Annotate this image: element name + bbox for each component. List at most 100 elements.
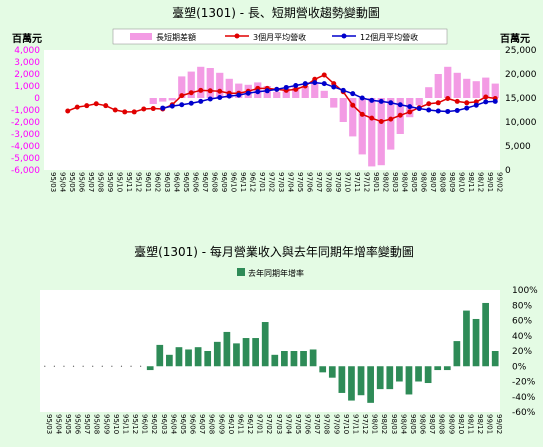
left-tick-label: 1,000 <box>14 82 40 92</box>
series-point <box>331 84 337 90</box>
bar-diff <box>216 72 224 98</box>
x-tick-label: 98/10 <box>457 172 465 192</box>
x-tick-label: 96/11 <box>239 172 247 192</box>
series-point <box>426 101 432 107</box>
series-point <box>293 86 299 92</box>
x-tick-label: 97/06 <box>304 414 312 435</box>
legend-label-3m: 3個月平均營收 <box>253 32 306 42</box>
x-tick-label: 95/03 <box>49 172 57 192</box>
x-tick-label: 96/12 <box>246 414 254 434</box>
right-tick-label: 15,000 <box>505 94 537 104</box>
right-tick-label: 100% <box>512 286 538 296</box>
bar-yoy <box>223 331 231 367</box>
x-tick-label: 99/02 <box>495 414 503 434</box>
legend-label-diff: 長短期差額 <box>156 32 196 42</box>
x-tick-label: 96/03 <box>160 414 168 434</box>
x-tick-label: 96/10 <box>229 172 237 192</box>
series-point <box>150 106 156 112</box>
x-tick-label: 95/06 <box>74 414 82 435</box>
series-point <box>122 109 128 115</box>
bar-diff <box>187 71 195 98</box>
x-tick-label: 98/11 <box>467 172 475 192</box>
bar-yoy <box>367 366 374 403</box>
right-tick-label: 25,000 <box>505 46 537 56</box>
x-tick-label: 98/10 <box>457 414 465 434</box>
series-point <box>321 72 327 78</box>
x-tick-label: 95/12 <box>134 172 142 192</box>
chart-1-lines <box>65 72 498 125</box>
legend-marker-3m <box>234 33 240 39</box>
bar-yoy <box>386 366 394 390</box>
chart-2-x-axis: 95/03 95/04 95/05 95/06 95/07 95/08 95/09 95/10… <box>45 414 503 435</box>
x-tick-label: 95/07 <box>83 414 91 434</box>
bar-yoy <box>491 351 499 367</box>
x-tick-label: 95/10 <box>112 414 120 434</box>
chart-2-bars <box>44 302 499 403</box>
x-tick-label: 97/01 <box>256 414 264 434</box>
series-point <box>84 103 90 109</box>
legend-swatch-bar <box>130 33 152 40</box>
x-tick-label: 96/07 <box>201 172 209 192</box>
series-point <box>445 95 451 101</box>
x-tick-label: 96/03 <box>163 172 171 192</box>
x-tick-label: 96/02 <box>150 414 158 434</box>
x-tick-label: 97/06 <box>305 172 313 193</box>
chart-2-legend: 去年同期年增率 <box>237 268 304 278</box>
right-tick-label: 0% <box>512 362 527 372</box>
series-point <box>492 98 498 104</box>
bar-diff <box>434 74 442 98</box>
x-tick-label: 98/09 <box>447 414 455 434</box>
bar-yoy <box>424 366 432 384</box>
bar-yoy <box>213 341 221 367</box>
series-point <box>74 104 80 110</box>
bar-yoy <box>463 310 470 367</box>
x-tick-label: 98/07 <box>428 414 436 434</box>
series-point <box>65 108 71 114</box>
series-point <box>407 104 413 110</box>
series-point <box>397 102 403 108</box>
bar-yoy <box>175 347 183 367</box>
bar-yoy <box>434 366 442 371</box>
empty-marker <box>53 365 55 367</box>
x-tick-label: 97/01 <box>258 172 266 192</box>
x-tick-label: 98/06 <box>419 414 427 435</box>
bar-yoy <box>261 322 269 367</box>
empty-marker <box>101 365 103 367</box>
bar-yoy <box>309 349 317 367</box>
x-tick-label: 97/05 <box>296 172 304 192</box>
series-point <box>378 98 384 104</box>
empty-marker <box>72 365 75 367</box>
x-tick-label: 98/08 <box>438 172 446 192</box>
x-tick-label: 97/08 <box>323 414 331 434</box>
left-tick-label: -4,000 <box>11 142 40 152</box>
x-tick-label: 95/11 <box>125 172 133 192</box>
x-tick-label: 96/04 <box>169 414 177 435</box>
bar-yoy <box>396 366 403 382</box>
bar-diff <box>463 78 471 98</box>
series-point <box>359 95 365 101</box>
bar-yoy <box>443 366 451 371</box>
x-tick-label: 99/01 <box>486 172 494 192</box>
chart-1-right-unit: 百萬元 <box>500 32 530 45</box>
series-point <box>245 90 251 96</box>
x-tick-label: 96/09 <box>217 414 225 434</box>
bar-diff <box>368 98 376 167</box>
empty-marker <box>130 365 132 367</box>
right-tick-label: -40% <box>512 393 536 403</box>
legend-marker-12m <box>341 33 347 39</box>
series-point <box>179 93 185 99</box>
x-tick-label: 97/11 <box>351 414 359 434</box>
series-point <box>198 98 204 104</box>
x-tick-label: 96/12 <box>248 172 256 192</box>
bar-yoy <box>166 354 173 367</box>
series-point <box>464 100 470 106</box>
chart-1-x-axis: 95/03 95/04 95/05 95/06 95/07 95/08 95/09 95/10… <box>49 172 504 193</box>
bar-yoy <box>194 347 202 367</box>
series-point <box>359 111 365 117</box>
x-tick-label: 95/07 <box>87 172 95 192</box>
bar-diff <box>273 92 281 98</box>
series-point <box>207 96 213 102</box>
bar-diff <box>339 98 347 122</box>
x-tick-label: 97/07 <box>313 414 321 434</box>
x-tick-label: 98/07 <box>429 172 437 192</box>
